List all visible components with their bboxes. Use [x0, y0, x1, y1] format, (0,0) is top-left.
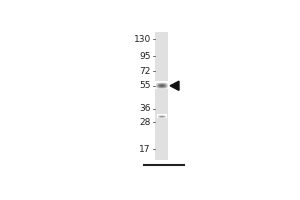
Text: 130: 130 — [134, 35, 151, 44]
Text: 55: 55 — [139, 81, 151, 90]
Text: 28: 28 — [140, 118, 151, 127]
Text: 72: 72 — [140, 67, 151, 76]
Polygon shape — [170, 81, 179, 90]
Text: 17: 17 — [139, 145, 151, 154]
Text: 95: 95 — [139, 52, 151, 61]
Bar — [155, 32, 168, 160]
Text: 36: 36 — [139, 104, 151, 113]
